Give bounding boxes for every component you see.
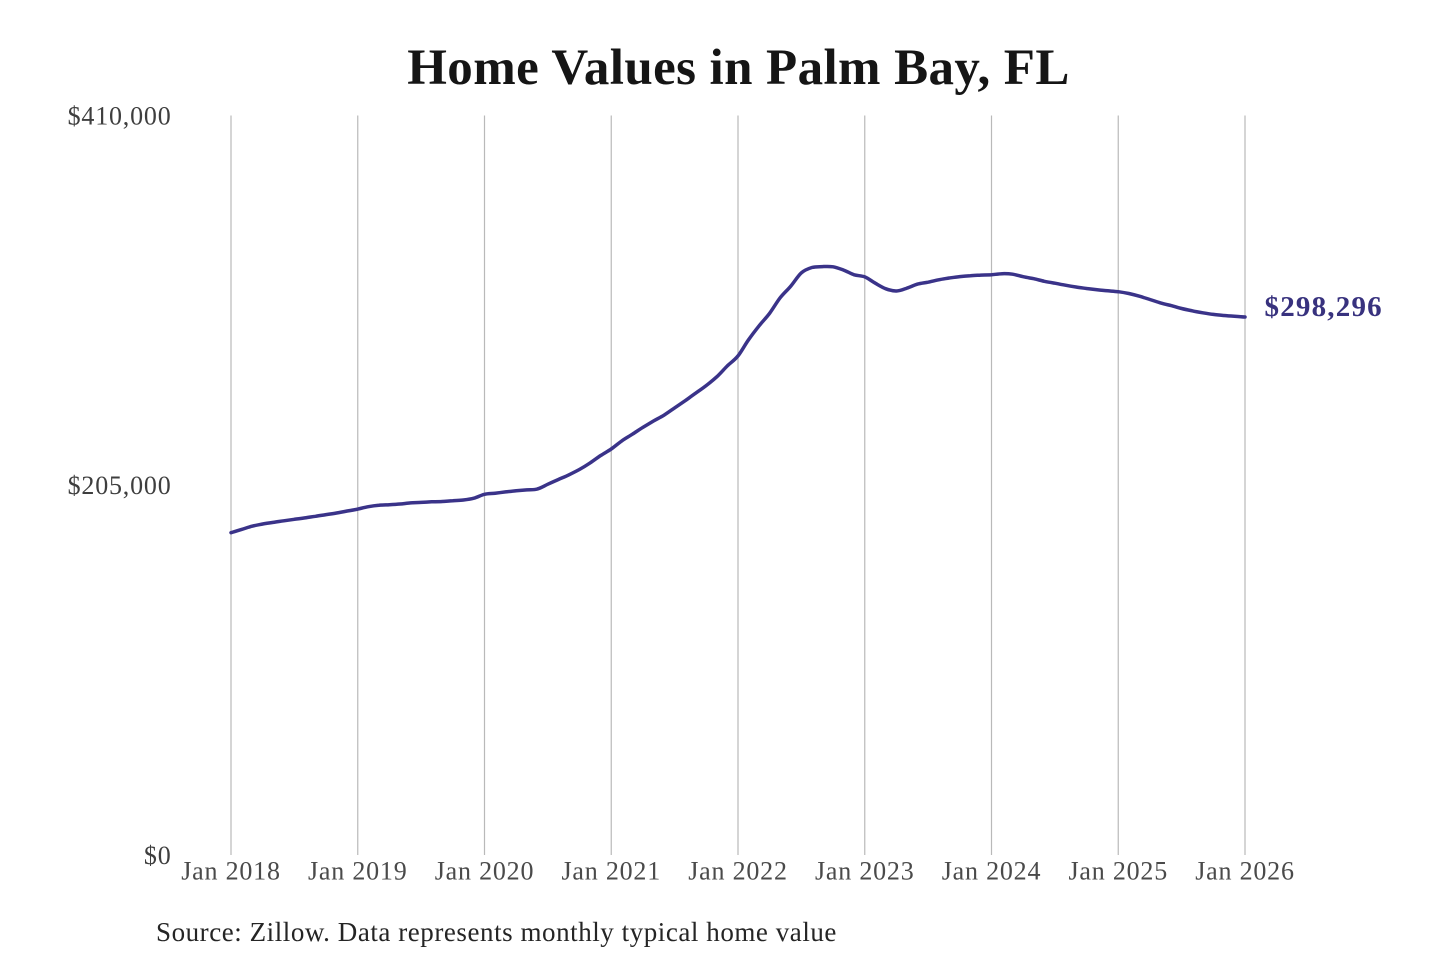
svg-text:Jan 2023: Jan 2023: [815, 857, 915, 886]
svg-text:$0: $0: [144, 841, 172, 870]
svg-text:Home Values in Palm Bay, FL: Home Values in Palm Bay, FL: [407, 40, 1070, 96]
svg-text:Jan 2024: Jan 2024: [942, 857, 1042, 886]
svg-text:Jan 2019: Jan 2019: [308, 857, 408, 886]
svg-text:Source: Zillow. Data represent: Source: Zillow. Data represents monthly …: [156, 917, 837, 947]
svg-text:Jan 2025: Jan 2025: [1068, 857, 1168, 886]
svg-text:Jan 2022: Jan 2022: [688, 857, 788, 886]
svg-text:Jan 2020: Jan 2020: [435, 857, 535, 886]
svg-text:Jan 2026: Jan 2026: [1195, 857, 1295, 886]
svg-text:Jan 2018: Jan 2018: [181, 857, 281, 886]
svg-text:$205,000: $205,000: [68, 471, 172, 500]
svg-text:Jan 2021: Jan 2021: [561, 857, 661, 886]
svg-text:$298,296: $298,296: [1265, 291, 1383, 323]
svg-text:$410,000: $410,000: [68, 101, 172, 130]
